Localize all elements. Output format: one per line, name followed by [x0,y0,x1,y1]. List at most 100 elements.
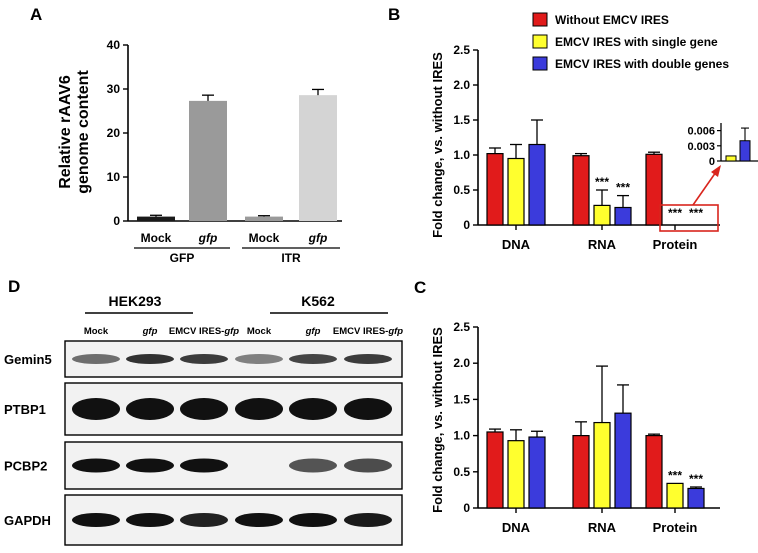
panel-b-ytick-label-5: 2.5 [453,43,470,57]
panel-c-ytick-label-4: 2.0 [453,356,470,370]
panel-b-bar-0-1 [507,157,525,226]
panel-b-significance-3: *** [689,206,703,220]
panel-b-bar-0-2 [528,143,546,226]
panel-b-ytick-label-4: 2.0 [453,78,470,92]
panel-b-category-0: DNA [502,237,531,252]
panel-b-zoom-box [659,204,719,232]
lane-label-0: Mock [84,326,109,337]
legend-label-1: EMCV IRES with single gene [555,35,718,49]
lane-label-3: Mock [247,326,272,337]
panel-c-category-2: Protein [653,520,698,535]
panel-a-bar-1 [189,100,227,221]
legend-label-2: EMCV IRES with double genes [555,57,729,71]
blot-band-3-1 [126,513,174,527]
blot-band-2-4 [289,458,337,473]
blot-band-2-2 [180,458,228,473]
panel-letter-d: D [8,277,20,296]
panel-a-ytick-label-0: 0 [113,214,120,228]
panel-b-zoom-arrow-line [692,171,717,206]
panel-b-ytick-label-0: 0 [463,218,470,232]
lane-label-4: gfp [305,326,321,337]
cell-line-label-hek293: HEK293 [109,293,162,309]
blot-band-0-2 [180,354,228,364]
blot-protein-label-0: Gemin5 [4,352,52,367]
panel-b-inset-bar-0 [725,155,737,162]
blot-band-2-5 [344,458,392,473]
blot-band-3-4 [289,513,337,527]
blot-band-0-0 [72,354,120,364]
legend-swatch-0 [532,12,548,27]
blot-band-3-2 [180,513,228,527]
blot-band-1-1 [126,398,174,420]
panel-c-bar-1-1 [593,421,611,509]
panel-b-inset-ytick-label-2: 0.006 [687,126,715,138]
panel-b-bar-1-1 [593,204,611,226]
panel-a-bar-3 [299,95,337,221]
blot-band-0-5 [344,354,392,364]
panel-a-group-label-1: ITR [281,251,301,265]
panel-c-ytick-label-2: 1.0 [453,429,470,443]
blot-band-2-0 [72,458,120,473]
panel-b-ytick-label-1: 0.5 [453,183,470,197]
panel-a-category-2: Mock [249,231,280,245]
panel-b-bar-0-0 [486,153,504,226]
panel-b-inset-ytick-label-0: 0 [709,156,715,168]
panel-b-significance-0: *** [595,175,609,189]
blot-protein-label-3: GAPDH [4,513,51,528]
panel-b-ytick-label-2: 1.0 [453,148,470,162]
panel-c-category-0: DNA [502,520,531,535]
panel-b-bar-1-0 [572,155,590,226]
panel-c-significance-0: *** [668,468,682,482]
blot-protein-label-2: PCBP2 [4,459,47,474]
lane-label-2: EMCV IRES-gfp [169,326,239,337]
panel-c-bar-0-2 [528,436,546,509]
panel-c-bar-1-0 [572,435,590,509]
panel-a-category-0: Mock [141,231,172,245]
panel-c-category-1: RNA [588,520,617,535]
panel-b-ytick-label-3: 1.5 [453,113,470,127]
panel-c-ytick-label-1: 0.5 [453,465,470,479]
panel-b-category-2: Protein [653,237,698,252]
blot-band-0-4 [289,354,337,364]
blot-band-1-5 [344,398,392,420]
blot-band-3-5 [344,513,392,527]
blot-band-1-0 [72,398,120,420]
blot-band-1-3 [235,398,283,420]
blot-band-0-3 [235,354,283,364]
panel-b-category-1: RNA [588,237,617,252]
panel-a-category-1: gfp [198,231,218,245]
panel-a-bar-2 [245,216,283,221]
panel-a-ytick-label-3: 30 [107,82,121,96]
legend-label-0: Without EMCV IRES [555,13,669,27]
panel-c-bar-2-2 [687,487,705,509]
panel-c-significance-1: *** [689,472,703,486]
panel-b-inset-bar-1 [739,140,751,162]
panel-a-ytick-label-4: 40 [107,38,121,52]
blot-protein-label-1: PTBP1 [4,402,46,417]
blot-band-3-0 [72,513,120,527]
panel-c-chart: Fold change, vs. without IRES 0 0.5 1.0 1.5… [430,320,720,535]
panel-b-bar-1-2 [614,206,632,226]
blot-band-1-2 [180,398,228,420]
legend-swatch-1 [532,34,548,49]
panel-c-ytick-label-5: 2.5 [453,320,470,334]
legend: Without EMCV IRES EMCV IRES with single g… [532,12,729,71]
panel-a-ylabel-line2: genome content [75,70,92,194]
legend-swatch-2 [532,56,548,71]
panel-a-ytick-label-1: 10 [107,170,121,184]
panel-d-western-blot: HEK293 K562 Mock gfp EMCV IRES-gfp Mock gfp E… [4,293,403,546]
panel-c-ylabel: Fold change, vs. without IRES [430,327,445,513]
panel-b-significance-2: *** [668,206,682,220]
panel-b-zoom-arrow-head [711,165,721,177]
blot-band-0-1 [126,354,174,364]
panel-c-bar-0-0 [486,431,504,509]
panel-b-chart: Fold change, vs. without IRES 0 0.5 1.0 1.5… [430,43,758,252]
panel-letter-b: B [388,5,400,24]
cell-line-label-k562: K562 [301,293,335,309]
blot-band-2-1 [126,458,174,473]
blot-band-1-4 [289,398,337,420]
panel-a-ylabel-line1: Relative rAAV6 [57,75,74,189]
panel-b-inset-ytick-label-1: 0.003 [687,141,715,153]
panel-a-ytick-label-2: 20 [107,126,121,140]
